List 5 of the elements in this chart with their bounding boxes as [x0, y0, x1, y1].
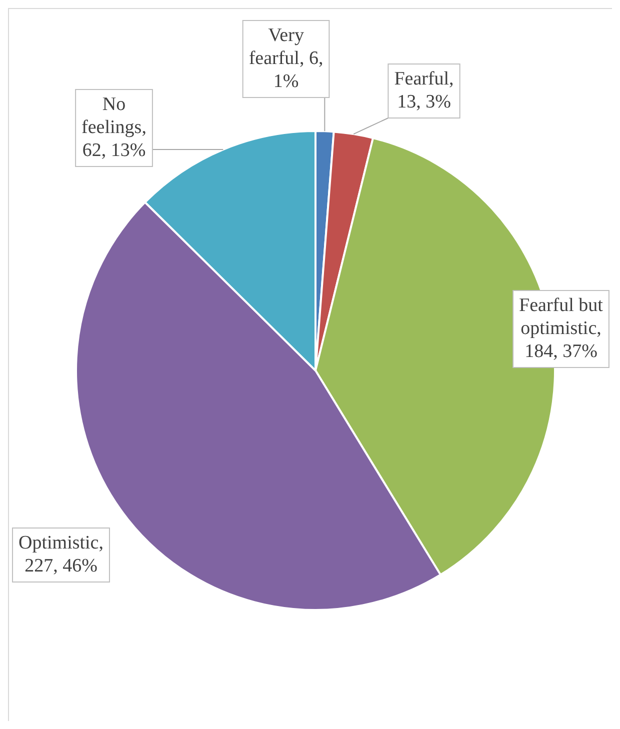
slice-label: Fearful, 13, 3% — [394, 68, 454, 112]
slice-label: No feelings, 62, 13% — [82, 94, 146, 161]
slice-label: Fearful but optimistic, 184, 37% — [519, 294, 604, 362]
slice-label: Optimistic, 227, 46% — [18, 532, 104, 576]
slice-label: Very fearful, 6, 1% — [248, 24, 324, 92]
